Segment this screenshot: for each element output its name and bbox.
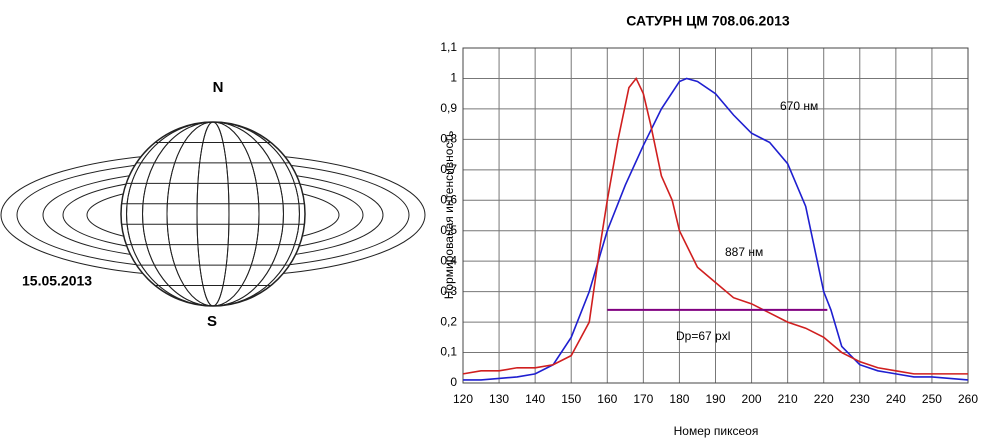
x-tick-label: 230 [850,392,870,406]
x-tick-label: 220 [814,392,834,406]
saturn-diagram [0,121,426,307]
x-tick-label: 120 [453,392,473,406]
reference-label: Dp=67 pxl [676,329,730,343]
y-tick-label: 0,9 [440,101,457,115]
x-tick-label: 260 [958,392,978,406]
date-label: 15.05.2013 [22,273,92,289]
y-tick-label: 0,3 [440,284,457,298]
x-tick-label: 140 [525,392,545,406]
globe [120,121,306,307]
x-tick-label: 210 [778,392,798,406]
y-tick-label: 0,1 [440,345,457,359]
x-tick-label: 160 [597,392,617,406]
south-label: S [207,313,217,330]
x-tick-label: 190 [705,392,725,406]
x-tick-label: 250 [922,392,942,406]
series-line [462,76,968,375]
y-axis-label: Нормированая интенсивность [442,131,456,299]
plot: 0 0,1 0,2 0,3 0,4 0,5 0,6 0,7 0,8 0,9 1 1,1 120 130 14… [440,40,978,406]
y-tick-label: 0,7 [440,162,457,176]
y-tick-label: 0,6 [440,192,457,206]
series-label: 887 нм [725,245,763,259]
meridian [126,121,300,307]
y-tick-label: 1 [450,71,457,85]
x-tick-label: 180 [669,392,689,406]
x-axis-label: Номер пиксеоя [674,424,759,438]
y-tick-label: 0,2 [440,314,457,328]
x-tick-label: 200 [742,392,762,406]
y-tick-label: 0 [450,375,457,389]
x-tick-label: 170 [633,392,653,406]
x-tick-label: 130 [489,392,509,406]
x-tick-label: 240 [886,392,906,406]
x-tick-label: 150 [561,392,581,406]
y-tick-label: 1,1 [440,40,457,54]
y-tick-label: 0,4 [440,253,457,267]
y-tick-label: 0,8 [440,132,457,146]
globe-outline [120,121,306,307]
series-label: 670 нм [780,99,818,113]
y-tick-label: 0,5 [440,223,457,237]
chart-title: САТУРН ЦМ 708.06.2013 [626,13,790,29]
north-label: N [213,79,224,96]
plot-frame [462,47,969,384]
